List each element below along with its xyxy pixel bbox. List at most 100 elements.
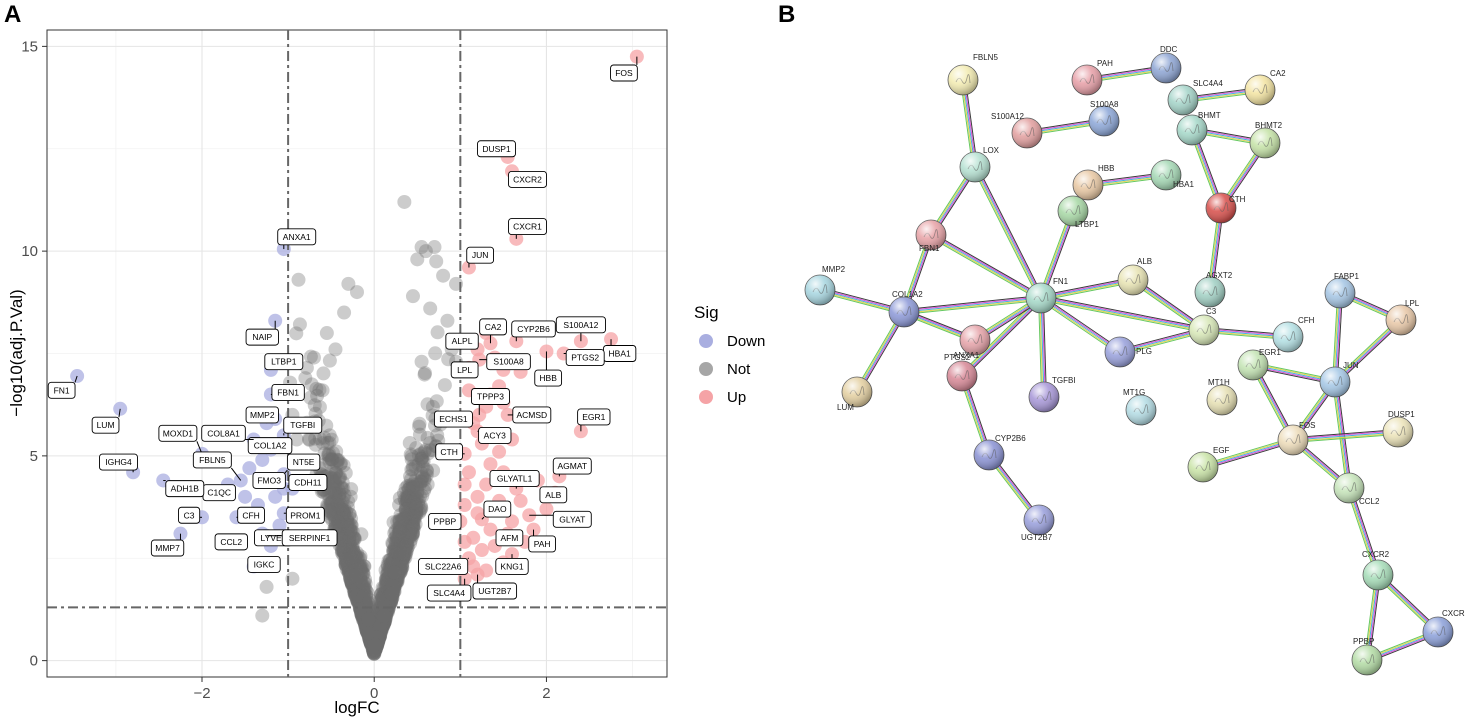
not-point bbox=[360, 612, 375, 627]
gene-label: CCL2 bbox=[220, 537, 242, 547]
not-point bbox=[393, 524, 408, 539]
not-point bbox=[423, 301, 438, 316]
not-point bbox=[360, 625, 375, 640]
not-point bbox=[348, 586, 363, 601]
not-point bbox=[364, 620, 379, 635]
gene-label: HBB bbox=[539, 373, 557, 383]
not-point bbox=[383, 583, 398, 598]
not-point bbox=[383, 595, 398, 610]
not-point bbox=[373, 619, 388, 634]
not-point bbox=[440, 313, 455, 328]
not-point bbox=[372, 612, 387, 627]
not-point bbox=[388, 568, 403, 583]
not-point bbox=[396, 539, 411, 554]
not-point bbox=[392, 520, 407, 535]
not-point bbox=[360, 610, 375, 625]
not-point bbox=[351, 574, 366, 589]
not-point bbox=[364, 621, 379, 636]
not-point bbox=[340, 523, 355, 538]
not-point bbox=[357, 605, 372, 620]
not-point bbox=[347, 558, 362, 573]
not-point bbox=[336, 516, 351, 531]
not-point bbox=[351, 590, 366, 605]
not-point bbox=[378, 588, 393, 603]
not-point bbox=[357, 579, 372, 594]
not-point bbox=[401, 539, 416, 554]
not-point bbox=[346, 579, 361, 594]
not-point bbox=[349, 578, 364, 593]
not-point bbox=[350, 590, 365, 605]
not-point bbox=[346, 564, 361, 579]
not-point bbox=[365, 622, 380, 637]
not-point bbox=[347, 583, 362, 598]
not-point bbox=[369, 636, 384, 651]
network-node: CTH bbox=[1205, 192, 1246, 224]
not-point bbox=[346, 543, 361, 558]
not-point bbox=[356, 559, 371, 574]
not-point bbox=[385, 574, 400, 589]
not-point bbox=[369, 640, 384, 655]
node-label: FABP1 bbox=[1334, 272, 1359, 281]
gene-label: FOS bbox=[615, 68, 633, 78]
not-point bbox=[397, 511, 412, 526]
not-point bbox=[346, 550, 361, 565]
not-point bbox=[337, 535, 352, 550]
node-shine bbox=[1024, 505, 1054, 535]
not-point bbox=[373, 620, 388, 635]
node-shine bbox=[960, 152, 990, 182]
not-point bbox=[368, 640, 383, 655]
not-point bbox=[359, 607, 374, 622]
not-point bbox=[371, 625, 386, 640]
not-point bbox=[345, 541, 360, 556]
not-point bbox=[376, 608, 391, 623]
not-point bbox=[393, 553, 408, 568]
not-point bbox=[347, 580, 362, 595]
not-point bbox=[379, 592, 394, 607]
not-point bbox=[437, 378, 452, 393]
not-point bbox=[340, 513, 355, 528]
not-point bbox=[328, 466, 343, 481]
not-point bbox=[363, 628, 378, 643]
not-point bbox=[350, 583, 365, 598]
not-point bbox=[344, 511, 359, 526]
not-point bbox=[347, 565, 362, 580]
not-point bbox=[364, 629, 379, 644]
not-point bbox=[354, 601, 369, 616]
not-point bbox=[356, 590, 371, 605]
not-point bbox=[352, 575, 367, 590]
not-point bbox=[362, 620, 377, 635]
not-point bbox=[369, 634, 384, 649]
gene-label: COL8A1 bbox=[207, 428, 240, 438]
node-label: LPL bbox=[1405, 299, 1420, 308]
not-point bbox=[359, 588, 374, 603]
not-point bbox=[364, 624, 379, 639]
not-point bbox=[355, 593, 370, 608]
not-point bbox=[425, 399, 440, 414]
not-point bbox=[362, 614, 377, 629]
not-point bbox=[370, 618, 385, 633]
not-point bbox=[334, 503, 349, 518]
not-point bbox=[390, 549, 405, 564]
not-point bbox=[411, 448, 426, 463]
not-point bbox=[352, 601, 367, 616]
not-point bbox=[340, 556, 355, 571]
not-point bbox=[375, 608, 390, 623]
not-point bbox=[406, 490, 421, 505]
not-point bbox=[373, 614, 388, 629]
not-point bbox=[384, 574, 399, 589]
not-point bbox=[362, 611, 377, 626]
not-point bbox=[353, 590, 368, 605]
not-point bbox=[363, 628, 378, 643]
node-label: PPBP bbox=[1353, 637, 1374, 646]
not-point bbox=[315, 436, 330, 451]
not-point bbox=[347, 557, 362, 572]
not-point bbox=[302, 431, 317, 446]
not-point bbox=[394, 560, 409, 575]
not-point bbox=[386, 542, 401, 557]
node-shine bbox=[1072, 65, 1102, 95]
not-point bbox=[359, 620, 374, 635]
not-point bbox=[368, 639, 383, 654]
not-point bbox=[335, 514, 350, 529]
not-point bbox=[368, 640, 383, 655]
not-point bbox=[367, 646, 382, 661]
